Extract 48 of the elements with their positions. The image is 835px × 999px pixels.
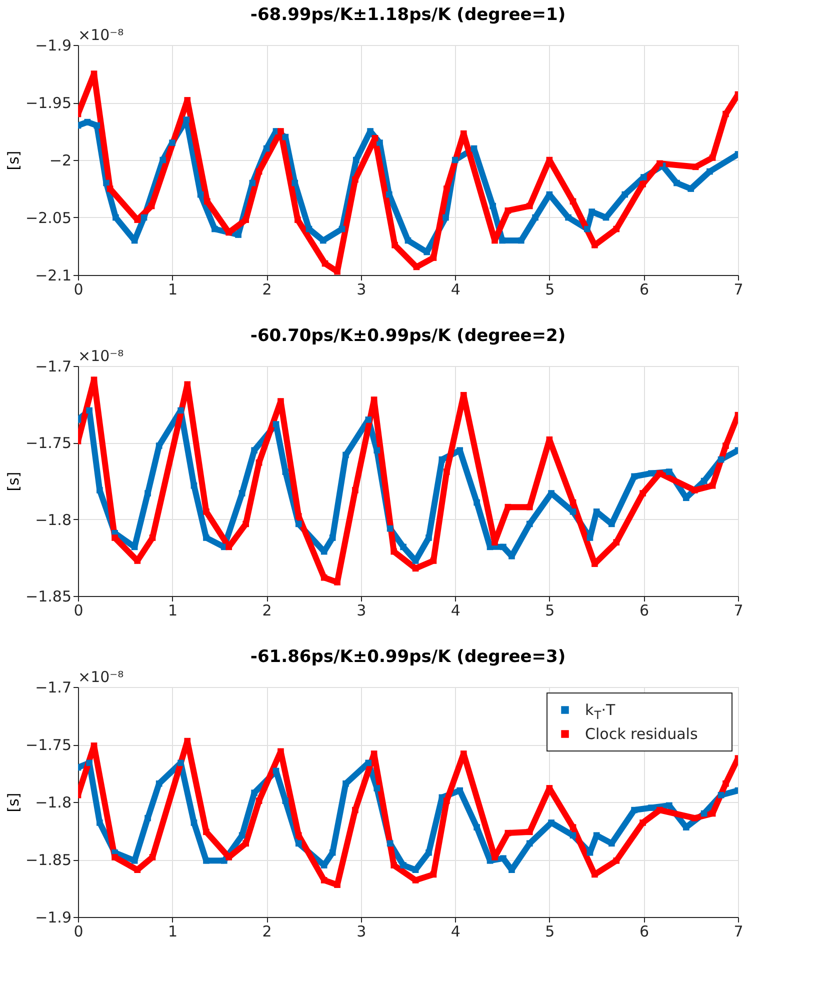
x-tick-label: 7 bbox=[734, 602, 744, 620]
x-tick-label: 6 bbox=[639, 922, 649, 940]
x-tick-label: 4 bbox=[450, 602, 460, 620]
y-tick-label: −1.75 bbox=[26, 736, 72, 754]
y-tick-label: −1.7 bbox=[35, 678, 72, 696]
y-tick-label: −1.9 bbox=[35, 36, 72, 54]
x-tick-label: 6 bbox=[639, 280, 649, 298]
y-tick-label: −2 bbox=[49, 152, 72, 170]
y-axis-title: [s] bbox=[4, 150, 23, 170]
x-tick-label: 4 bbox=[450, 922, 460, 940]
text: ×10⁻⁸ bbox=[78, 347, 124, 365]
x-tick-label: 3 bbox=[356, 280, 366, 298]
y-tick-label: −1.75 bbox=[26, 434, 72, 452]
text: ×10⁻⁸ bbox=[78, 26, 124, 44]
y-tick-label: −1.85 bbox=[26, 588, 72, 606]
y-axis-title: [s] bbox=[4, 472, 23, 492]
x-tick-label: 4 bbox=[450, 280, 460, 298]
x-tick-label: 0 bbox=[74, 602, 84, 620]
x-tick-label: 1 bbox=[168, 280, 178, 298]
x-tick-label: 2 bbox=[262, 280, 272, 298]
x-tick-label: 5 bbox=[545, 922, 555, 940]
x-tick-label: 3 bbox=[356, 602, 366, 620]
chart-title: -68.99ps/K±1.18ps/K (degree=1) bbox=[250, 5, 566, 25]
y-tick-label: −1.8 bbox=[35, 794, 72, 812]
x-tick-label: 7 bbox=[734, 280, 744, 298]
chart-title: -61.86ps/K±0.99ps/K (degree=3) bbox=[250, 647, 566, 667]
y-tick-label: −1.85 bbox=[26, 851, 72, 869]
x-tick-label: 1 bbox=[168, 602, 178, 620]
x-tick-label: 2 bbox=[262, 602, 272, 620]
y-tick-label: −1.8 bbox=[35, 510, 72, 529]
x-tick-label: 5 bbox=[545, 602, 555, 620]
chart-title: -60.70ps/K±0.99ps/K (degree=2) bbox=[250, 326, 566, 346]
y-tick-label: −1.9 bbox=[35, 908, 72, 926]
legend-label: Clock residuals bbox=[585, 725, 698, 743]
x-tick-label: 3 bbox=[356, 922, 366, 940]
x-tick-label: 7 bbox=[734, 922, 744, 940]
x-tick-label: 2 bbox=[262, 922, 272, 940]
y-tick-label: −1.95 bbox=[26, 94, 72, 112]
x-tick-label: 5 bbox=[545, 280, 555, 298]
x-tick-label: 0 bbox=[74, 922, 84, 940]
x-tick-label: 6 bbox=[639, 602, 649, 620]
y-tick-label: −1.7 bbox=[35, 358, 72, 376]
x-tick-label: 0 bbox=[74, 280, 84, 298]
y-tick-label: −2.05 bbox=[26, 209, 72, 227]
y-axis-title: [s] bbox=[4, 792, 23, 812]
y-tick-label: −2.1 bbox=[35, 266, 72, 284]
text: ×10⁻⁸ bbox=[78, 668, 124, 686]
x-tick-label: 1 bbox=[168, 922, 178, 940]
